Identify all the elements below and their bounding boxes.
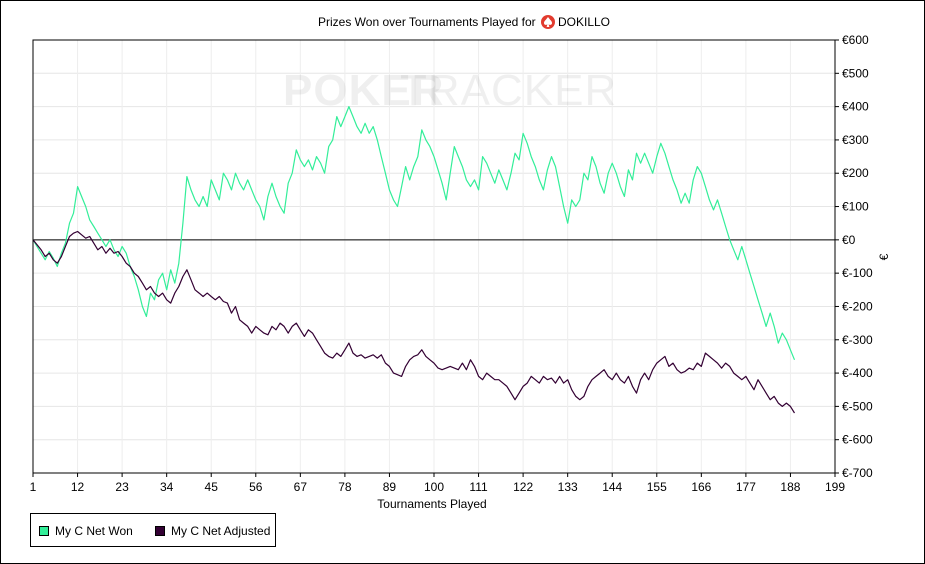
x-tick-label: 89 <box>383 480 397 494</box>
series-line-net-adjusted <box>32 230 796 414</box>
spade-icon <box>541 15 555 29</box>
y-tick-label: €200 <box>842 166 869 180</box>
y-tick-label: €-500 <box>842 399 873 413</box>
legend-swatch-net-won <box>39 526 49 536</box>
series-layer <box>32 106 796 414</box>
y-axis-label: € <box>877 253 891 260</box>
y-tick-label: €0 <box>842 233 856 247</box>
y-tick-label: €-200 <box>842 299 873 313</box>
legend-label-net-adjusted: My C Net Adjusted <box>171 524 271 538</box>
legend-swatch-net-adjusted <box>155 526 165 536</box>
x-tick-label: 34 <box>160 480 174 494</box>
legend-item-net-adjusted: My C Net Adjusted <box>155 524 270 538</box>
x-tick-label: 199 <box>825 480 845 494</box>
y-tick-label: €-100 <box>842 266 873 280</box>
x-tick-label: 23 <box>115 480 129 494</box>
legend: My C Net Won My C Net Adjusted <box>30 513 276 547</box>
y-tick-label: €600 <box>842 33 869 47</box>
x-tick-label: 144 <box>602 480 622 494</box>
y-tick-label: €-700 <box>842 466 873 480</box>
watermark-poker: POKER <box>283 66 444 115</box>
x-tick-label: 12 <box>71 480 85 494</box>
y-tick-label: €400 <box>842 100 869 114</box>
x-tick-label: 122 <box>513 480 533 494</box>
x-tick-label: 177 <box>736 480 756 494</box>
x-tick-label: 111 <box>469 480 488 494</box>
x-axis-label: Tournaments Played <box>377 497 486 511</box>
x-tick-label: 155 <box>647 480 667 494</box>
x-tick-label: 45 <box>205 480 219 494</box>
legend-item-net-won: My C Net Won <box>39 524 133 538</box>
x-tick-label: 1 <box>30 480 37 494</box>
x-tick-label: 133 <box>558 480 578 494</box>
y-tick-label: €-300 <box>842 333 873 347</box>
chart-title: Prizes Won over Tournaments Played for <box>318 15 536 29</box>
x-tick-label: 188 <box>780 480 800 494</box>
x-tick-label: 78 <box>338 480 352 494</box>
y-tick-label: €300 <box>842 133 869 147</box>
y-tick-label: €100 <box>842 200 869 214</box>
series-line-net-won <box>32 106 796 361</box>
x-axis-ticks: 1 12 23 34 45 56 67 78 89 100 111 122 133 144 155 166 17… <box>30 473 845 494</box>
x-tick-label: 56 <box>249 480 263 494</box>
y-tick-label: €-400 <box>842 366 873 380</box>
y-axis-ticks: €600 €500 €400 €300 €200 €100 €0 €-100 €-200 €-30… <box>835 33 873 480</box>
x-tick-label: 100 <box>424 480 444 494</box>
chart-title-group: Prizes Won over Tournaments Played for D… <box>318 15 610 29</box>
player-name: DOKILLO <box>558 15 610 29</box>
y-tick-label: €-600 <box>842 433 873 447</box>
x-tick-label: 67 <box>294 480 308 494</box>
y-tick-label: €500 <box>842 66 869 80</box>
watermark-tracker: TRACKER <box>400 66 617 115</box>
legend-label-net-won: My C Net Won <box>55 524 133 538</box>
x-tick-label: 166 <box>691 480 711 494</box>
